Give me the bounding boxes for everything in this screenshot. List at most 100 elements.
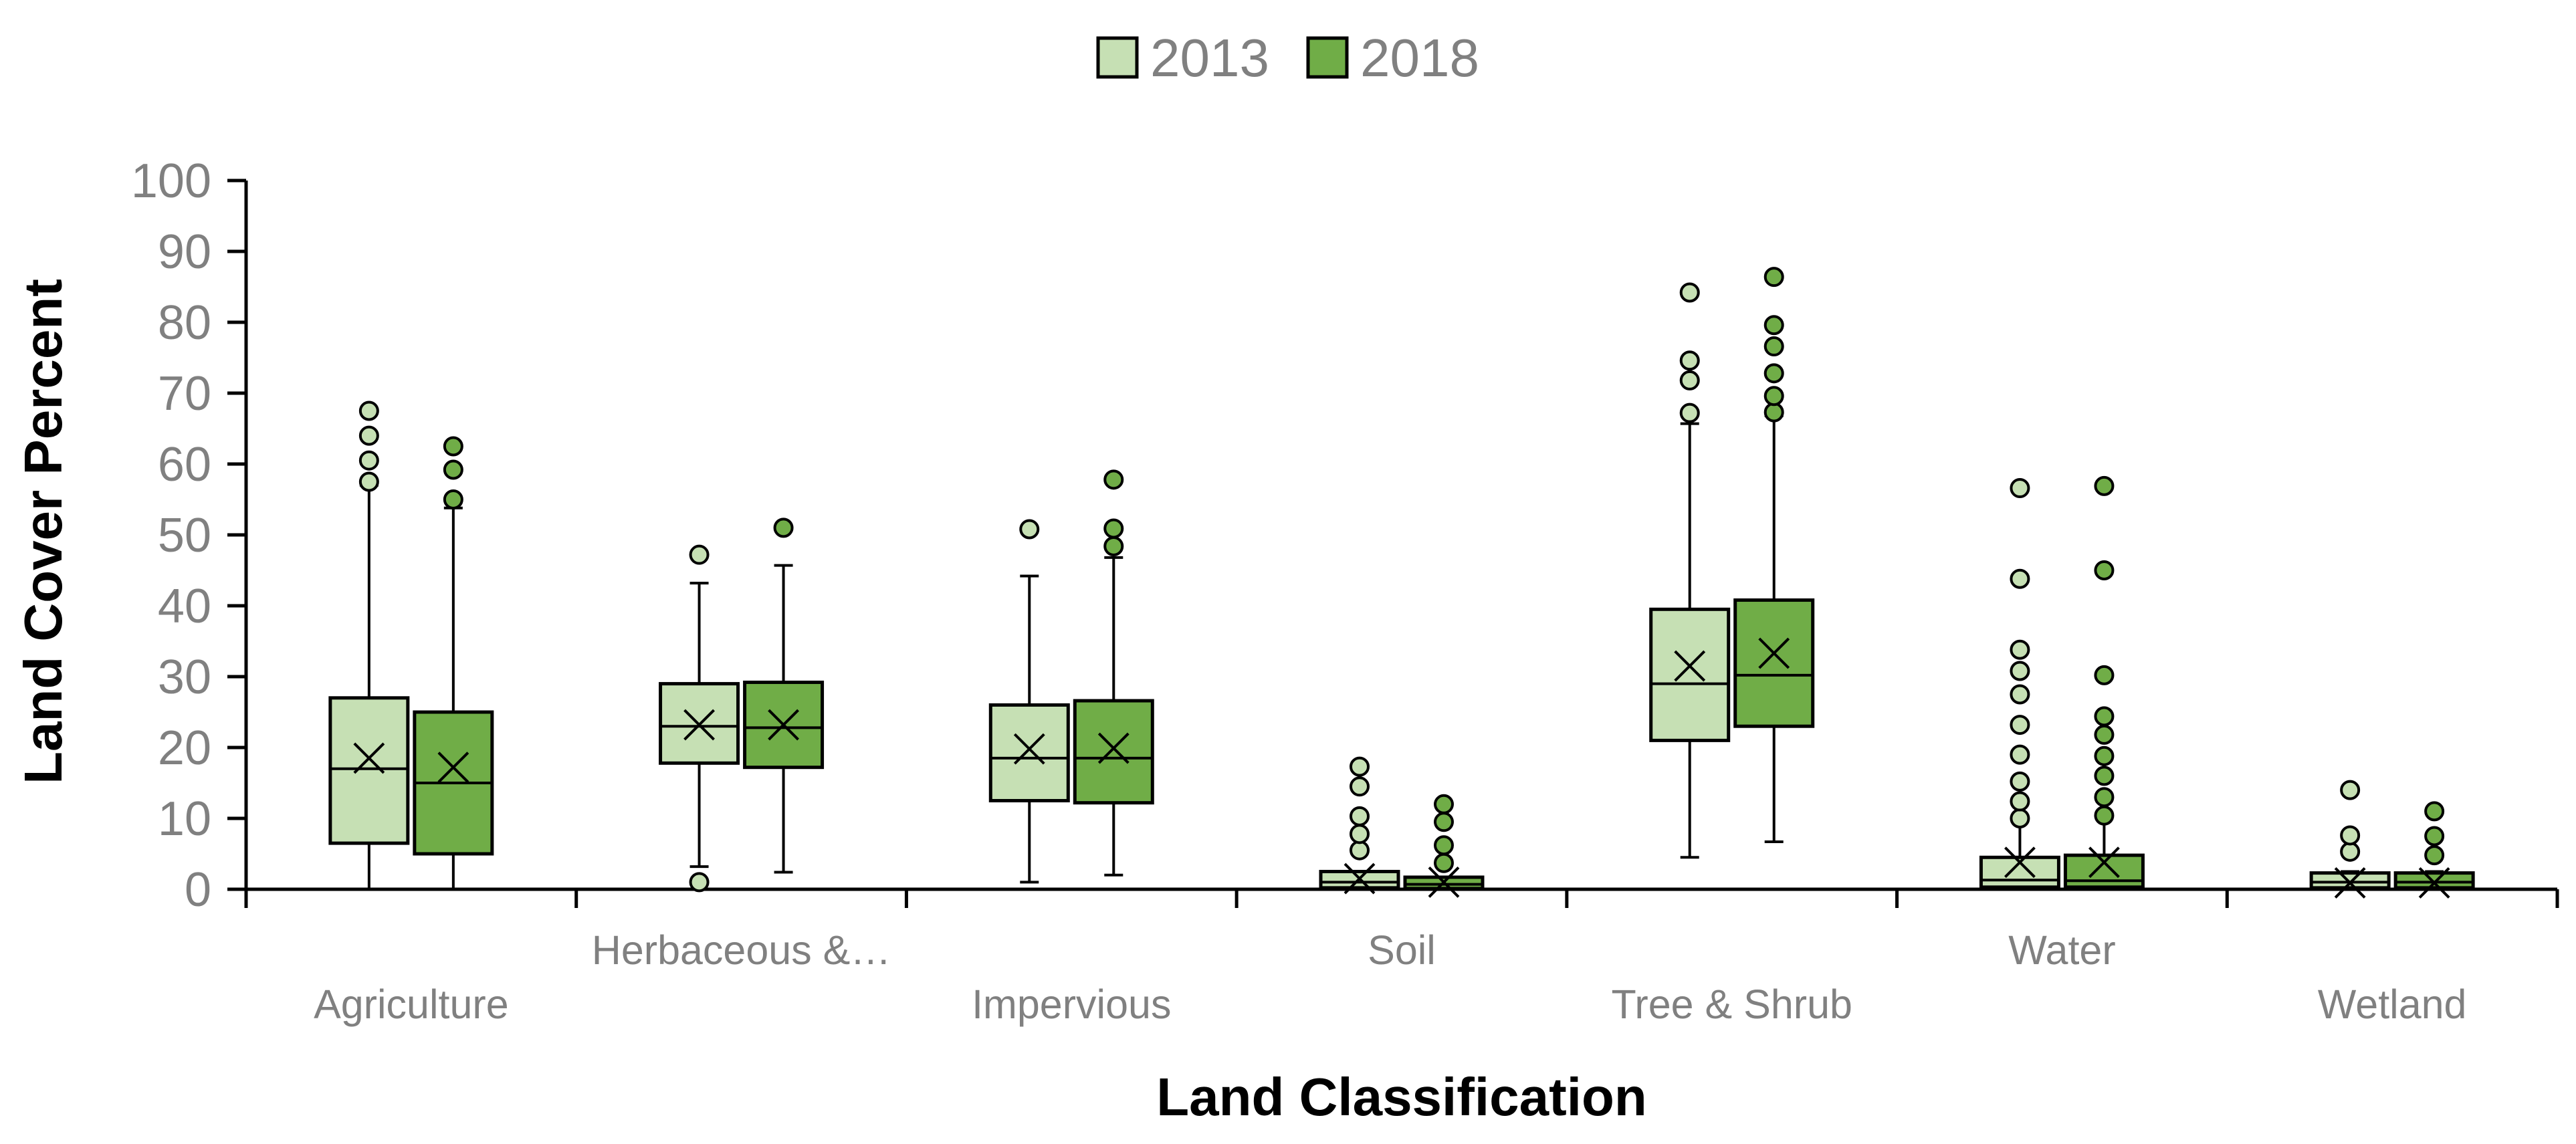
- y-tick-label: 20: [158, 721, 211, 775]
- outlier-point: [1350, 806, 1370, 826]
- outlier-point: [443, 459, 463, 480]
- outlier-point: [2340, 780, 2361, 800]
- outlier-point: [1434, 852, 1454, 873]
- x-axis-title: Land Classification: [1156, 1067, 1646, 1127]
- outlier-point: [1763, 315, 1784, 336]
- outlier-point: [2010, 661, 2030, 681]
- mean-marker: [2004, 846, 2036, 879]
- outlier-point: [2094, 805, 2115, 826]
- outlier-point: [2094, 475, 2115, 496]
- outlier-point: [2010, 639, 2030, 660]
- mean-marker: [1758, 637, 1790, 669]
- outlier-point: [1763, 402, 1784, 423]
- box-plot-2013: [2309, 780, 2391, 899]
- box-plot-2013: [1649, 282, 1731, 859]
- mean-marker: [353, 742, 385, 774]
- mean-marker: [2334, 867, 2366, 899]
- plot-area: [328, 267, 2475, 899]
- outlier-point: [1679, 282, 1700, 303]
- box-plot-2018: [743, 518, 825, 874]
- outlier-point: [2094, 706, 2115, 727]
- x-category-label: Tree & Shrub: [1611, 982, 1852, 1027]
- outlier-point: [1763, 363, 1784, 384]
- outlier-point: [1763, 336, 1784, 357]
- outlier-point: [2424, 845, 2445, 866]
- mean-marker: [1097, 732, 1130, 764]
- box-iqr: [988, 703, 1070, 803]
- outlier-point: [2424, 801, 2445, 822]
- outlier-point: [358, 471, 379, 492]
- outlier-point: [1434, 794, 1454, 814]
- legend-swatch: [1306, 36, 1349, 79]
- y-tick-label: 50: [158, 509, 211, 562]
- outlier-point: [2094, 746, 2115, 766]
- outlier-point: [1434, 835, 1454, 856]
- outlier-point: [773, 518, 794, 538]
- outlier-point: [2010, 478, 2030, 499]
- legend-item-2018: 2018: [1306, 28, 1479, 88]
- mean-marker: [1428, 866, 1460, 898]
- x-category-label: Wetland: [2318, 982, 2467, 1027]
- y-tick-label: 90: [158, 225, 211, 279]
- outlier-point: [1434, 812, 1454, 832]
- outlier-point: [689, 872, 710, 893]
- y-tick-label: 30: [158, 651, 211, 704]
- series-2013: [328, 282, 2391, 899]
- y-tick-label: 0: [185, 863, 211, 917]
- outlier-point: [2010, 808, 2030, 828]
- box-iqr: [328, 696, 410, 845]
- outlier-point: [1103, 469, 1124, 490]
- mean-marker: [1674, 650, 1706, 682]
- box-plot-2013: [988, 519, 1070, 884]
- outlier-point: [2340, 841, 2361, 862]
- mean-marker: [2418, 867, 2450, 899]
- y-tick-label: 10: [158, 792, 211, 846]
- outlier-point: [1763, 386, 1784, 407]
- box-iqr: [2063, 853, 2145, 889]
- x-category-label: Herbaceous &…: [592, 927, 891, 973]
- y-tick-label: 60: [158, 438, 211, 491]
- mean-marker: [683, 709, 715, 741]
- box-iqr: [1733, 598, 1815, 728]
- x-category-label: Soil: [1368, 927, 1436, 973]
- mean-marker: [1344, 863, 1376, 895]
- box-iqr: [1649, 607, 1731, 742]
- outlier-point: [1103, 536, 1124, 556]
- outlier-point: [358, 450, 379, 471]
- y-axis: 0 10 20 30 40 50 60 70 80 90 100: [131, 154, 248, 917]
- outlier-point: [1350, 840, 1370, 861]
- y-tick-label: 70: [158, 367, 211, 421]
- box-plot-2018: [1403, 794, 1485, 898]
- box-iqr: [2309, 871, 2391, 890]
- box-plot-2018: [1073, 469, 1154, 877]
- mean-marker: [1013, 733, 1045, 765]
- outlier-point: [2094, 766, 2115, 786]
- y-tick-label: 80: [158, 296, 211, 350]
- x-category-label: Impervious: [972, 982, 1171, 1027]
- outlier-point: [1350, 756, 1370, 777]
- outlier-point: [1679, 350, 1700, 371]
- outlier-point: [2094, 724, 2115, 745]
- box-iqr: [1073, 699, 1154, 805]
- mean-marker: [768, 709, 799, 741]
- box-plot-2013: [1319, 756, 1400, 895]
- legend-label: 2018: [1360, 28, 1479, 88]
- outlier-point: [2010, 568, 2030, 589]
- outlier-point: [2010, 744, 2030, 765]
- box-iqr: [2393, 871, 2475, 890]
- mean-marker: [437, 752, 469, 784]
- outlier-point: [2094, 787, 2115, 808]
- outlier-point: [1350, 776, 1370, 797]
- box-plot-2018: [1733, 267, 1815, 843]
- y-axis-title: Land Cover Percent: [13, 279, 73, 784]
- y-tick-label: 100: [131, 154, 211, 208]
- outlier-point: [2010, 771, 2030, 792]
- legend: 2013 2018: [1096, 28, 1479, 88]
- box-plot-2018: [413, 436, 494, 891]
- x-category-label: Agriculture: [314, 982, 509, 1027]
- mean-marker: [2088, 846, 2120, 879]
- y-tick-label: 40: [158, 580, 211, 633]
- outlier-point: [2340, 825, 2361, 846]
